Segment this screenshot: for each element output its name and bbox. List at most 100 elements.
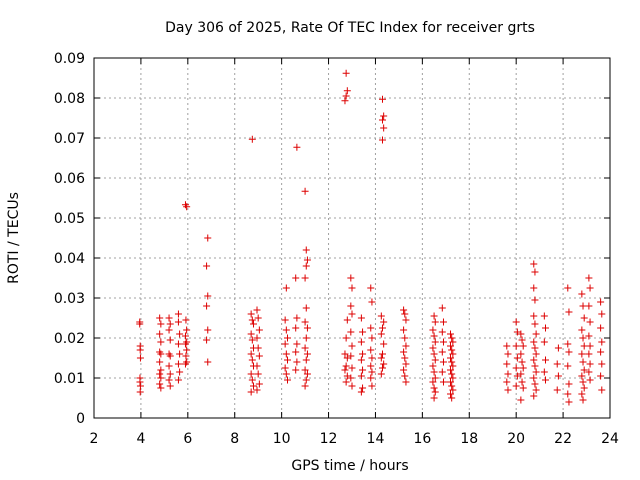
data-point (586, 360, 594, 368)
data-point (578, 390, 586, 398)
data-point (284, 334, 291, 342)
data-point (431, 388, 439, 396)
data-point (513, 372, 521, 380)
data-point (585, 302, 593, 310)
data-point (439, 338, 447, 346)
data-point (580, 384, 588, 392)
data-point (532, 368, 540, 376)
grid-lines (94, 58, 610, 418)
data-point (203, 336, 211, 344)
data-point (156, 330, 164, 338)
data-point (449, 386, 457, 394)
data-point (503, 342, 511, 350)
data-point (579, 396, 587, 404)
data-point (585, 368, 593, 376)
data-point (449, 362, 457, 370)
data-point (597, 348, 605, 356)
data-point (429, 362, 437, 370)
x-tick-label: 8 (230, 431, 239, 447)
data-point (380, 340, 388, 348)
data-point (293, 143, 301, 151)
data-point (176, 330, 184, 338)
data-point (504, 386, 512, 394)
data-point (166, 382, 174, 390)
data-point (343, 354, 351, 362)
data-point (401, 372, 409, 380)
data-point (348, 284, 356, 292)
data-point (157, 366, 165, 374)
data-point (542, 376, 549, 384)
data-point (341, 97, 349, 105)
data-point (564, 390, 572, 398)
data-point (578, 372, 586, 380)
data-point (136, 346, 144, 354)
data-point (302, 334, 310, 342)
data-point (438, 304, 446, 312)
data-point (439, 318, 447, 326)
data-point (347, 328, 355, 336)
data-point (565, 348, 573, 356)
data-point (554, 372, 562, 380)
data-point (359, 328, 367, 336)
data-point (247, 310, 255, 318)
data-point (598, 310, 606, 318)
x-tick-label: 20 (507, 431, 525, 447)
data-point (504, 370, 512, 378)
data-point (430, 368, 438, 376)
data-point (181, 332, 189, 340)
data-point (598, 338, 606, 346)
data-point (447, 354, 455, 362)
data-point (157, 384, 165, 392)
data-point (367, 362, 375, 370)
data-point (303, 256, 311, 264)
data-point (586, 284, 594, 292)
data-point (342, 362, 350, 370)
data-point (578, 350, 586, 358)
data-point (585, 350, 593, 358)
data-point (174, 310, 182, 318)
y-tick-label: 0.08 (54, 91, 85, 107)
data-point (368, 354, 376, 362)
data-point (530, 338, 538, 346)
data-point (368, 334, 376, 342)
data-point (302, 356, 310, 364)
data-point (586, 342, 594, 350)
data-point (449, 338, 457, 346)
data-point (430, 384, 438, 392)
data-point (302, 246, 310, 254)
data-point (176, 368, 184, 376)
y-tick-labels: 0 0.01 0.02 0.03 0.04 0.05 0.06 0.07 0.08 0.09 (54, 51, 85, 427)
data-point (165, 314, 173, 322)
data-point (248, 336, 256, 344)
data-point (156, 314, 164, 322)
data-point (580, 366, 588, 374)
data-point (447, 366, 455, 374)
data-point (284, 356, 291, 364)
y-tick-label: 0.06 (54, 171, 85, 187)
data-point (359, 366, 367, 374)
data-point (517, 370, 525, 378)
data-point (400, 366, 408, 374)
data-point (402, 378, 410, 386)
data-point (301, 274, 309, 282)
data-point (303, 350, 311, 358)
data-point (166, 352, 174, 360)
data-point (578, 290, 586, 298)
data-point (579, 378, 587, 386)
data-point (343, 372, 351, 380)
data-point (368, 368, 376, 376)
data-point (302, 376, 310, 384)
data-point (518, 336, 526, 344)
data-point (359, 384, 367, 392)
x-tick-label: 2 (90, 431, 99, 447)
data-point (586, 318, 594, 326)
data-point (303, 370, 311, 378)
data-point (553, 386, 561, 394)
data-point (302, 262, 310, 270)
data-point (377, 312, 385, 320)
data-point (378, 350, 386, 358)
data-point (431, 338, 439, 346)
data-point (157, 350, 165, 358)
data-point (401, 334, 409, 342)
